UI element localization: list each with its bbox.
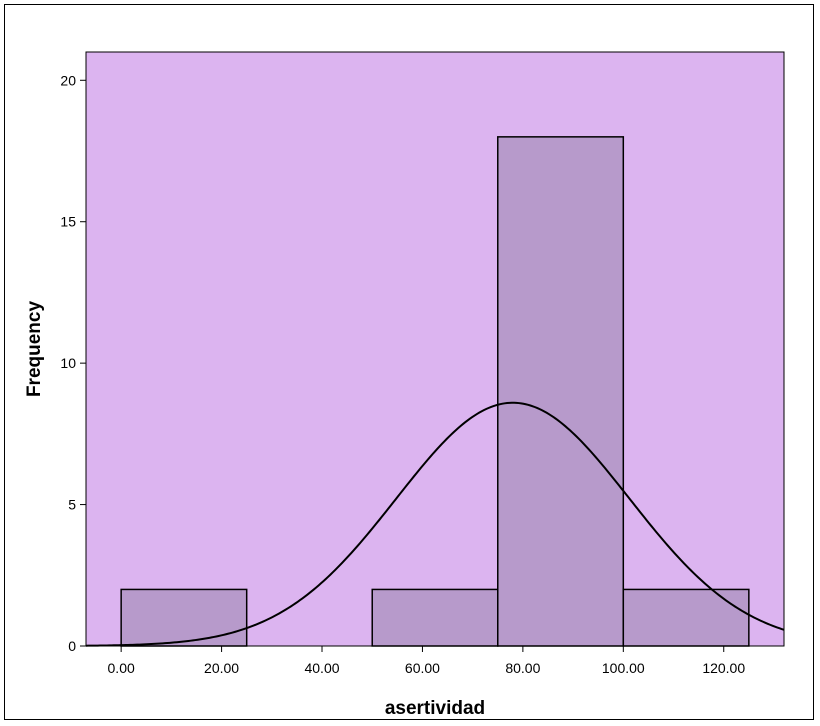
x-tick-label: 100.00 bbox=[602, 660, 645, 676]
x-tick-label: 80.00 bbox=[505, 660, 540, 676]
x-tick-label: 60.00 bbox=[405, 660, 440, 676]
y-tick-label: 5 bbox=[68, 497, 76, 513]
bars-group bbox=[120, 136, 750, 647]
x-tick-label: 0.00 bbox=[108, 660, 135, 676]
x-tick-label: 20.00 bbox=[204, 660, 239, 676]
y-tick-label: 20 bbox=[60, 72, 76, 88]
x-tick-label: 40.00 bbox=[304, 660, 339, 676]
histogram-bar bbox=[120, 588, 248, 647]
y-axis: 0 5 10 15 20 bbox=[60, 72, 86, 654]
y-tick-label: 10 bbox=[60, 355, 76, 371]
x-tick-label: 120.00 bbox=[702, 660, 745, 676]
normal-curve bbox=[85, 401, 785, 647]
y-tick-label: 15 bbox=[60, 214, 76, 230]
x-axis-title: asertividad bbox=[385, 698, 485, 719]
histogram-bar bbox=[497, 136, 625, 647]
y-axis-title: Frequency bbox=[24, 301, 45, 398]
histogram-bar bbox=[622, 588, 750, 647]
x-axis: 0.00 20.00 40.00 60.00 80.00 100.00 120.00 bbox=[108, 646, 745, 676]
plot-area bbox=[85, 51, 785, 647]
y-tick-label: 0 bbox=[68, 638, 76, 654]
histogram-bar bbox=[371, 588, 499, 647]
